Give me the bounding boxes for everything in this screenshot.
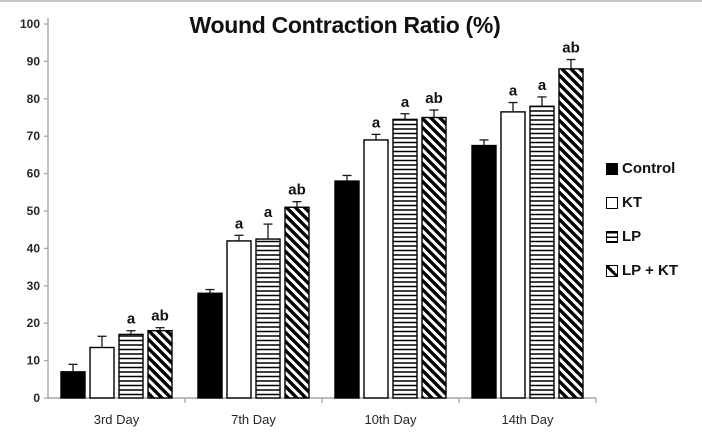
significance-label: a [509, 83, 518, 100]
bar-control-3 [334, 180, 360, 399]
legend-item-control: Control [606, 160, 678, 177]
legend-label-control: Control [622, 160, 676, 177]
legend-swatch-lp-icon [606, 230, 618, 243]
y-tick-label: 60 [27, 167, 41, 181]
significance-label: ab [562, 40, 580, 57]
significance-label: a [372, 114, 381, 131]
y-tick-label: 100 [20, 17, 40, 31]
significance-label: ab [425, 90, 443, 107]
significance-label: a [127, 311, 136, 328]
bar-control-4 [471, 144, 497, 399]
bar-lpkt-3 [421, 116, 447, 399]
significance-label: a [401, 94, 410, 111]
bar-lp-4 [529, 105, 555, 399]
bar-kt-1 [89, 346, 115, 399]
legend-swatch-lp-kt-icon [606, 264, 618, 277]
legend-label-lp-kt: LP + KT [622, 262, 678, 279]
legend-swatch-kt-icon [606, 196, 618, 209]
y-tick-label: 40 [27, 241, 41, 255]
bar-lpkt-1 [147, 329, 173, 399]
legend-item-kt: KT [606, 194, 678, 211]
x-category-label: 3rd Day [94, 412, 140, 427]
significance-label: ab [288, 182, 306, 199]
bar-lp-3 [392, 118, 418, 399]
legend-swatch-control-icon [606, 162, 618, 175]
y-tick-label: 90 [27, 54, 41, 68]
legend: Control KT LP LP + KT [606, 160, 678, 279]
bar-kt-2 [226, 240, 252, 399]
significance-label: a [538, 77, 547, 94]
bar-control-2 [197, 292, 223, 399]
y-tick-label: 50 [27, 204, 41, 218]
bar-kt-3 [363, 139, 389, 399]
y-tick-label: 70 [27, 129, 41, 143]
bar-lp-1 [118, 333, 144, 399]
legend-item-lp: LP [606, 228, 678, 245]
y-tick-label: 0 [33, 391, 40, 405]
bar-lp-2 [255, 238, 281, 399]
x-category-label: 10th Day [364, 412, 417, 427]
legend-label-lp: LP [622, 228, 642, 245]
x-category-label: 14th Day [501, 412, 554, 427]
bar-control-1 [60, 371, 86, 399]
bar-lpkt-2 [284, 206, 310, 399]
significance-label: a [264, 204, 273, 221]
y-tick-label: 30 [27, 279, 41, 293]
y-tick-label: 10 [27, 354, 41, 368]
y-tick-label: 80 [27, 92, 41, 106]
legend-label-kt: KT [622, 194, 642, 211]
chart-title: Wound Contraction Ratio (%) [189, 12, 501, 38]
bar-lpkt-4 [558, 68, 584, 399]
bar-kt-4 [500, 111, 526, 399]
significance-label: a [235, 215, 244, 232]
x-category-label: 7th Day [231, 412, 276, 427]
significance-label: ab [151, 308, 169, 325]
legend-item-lp-kt: LP + KT [606, 262, 678, 279]
y-tick-label: 20 [27, 316, 41, 330]
